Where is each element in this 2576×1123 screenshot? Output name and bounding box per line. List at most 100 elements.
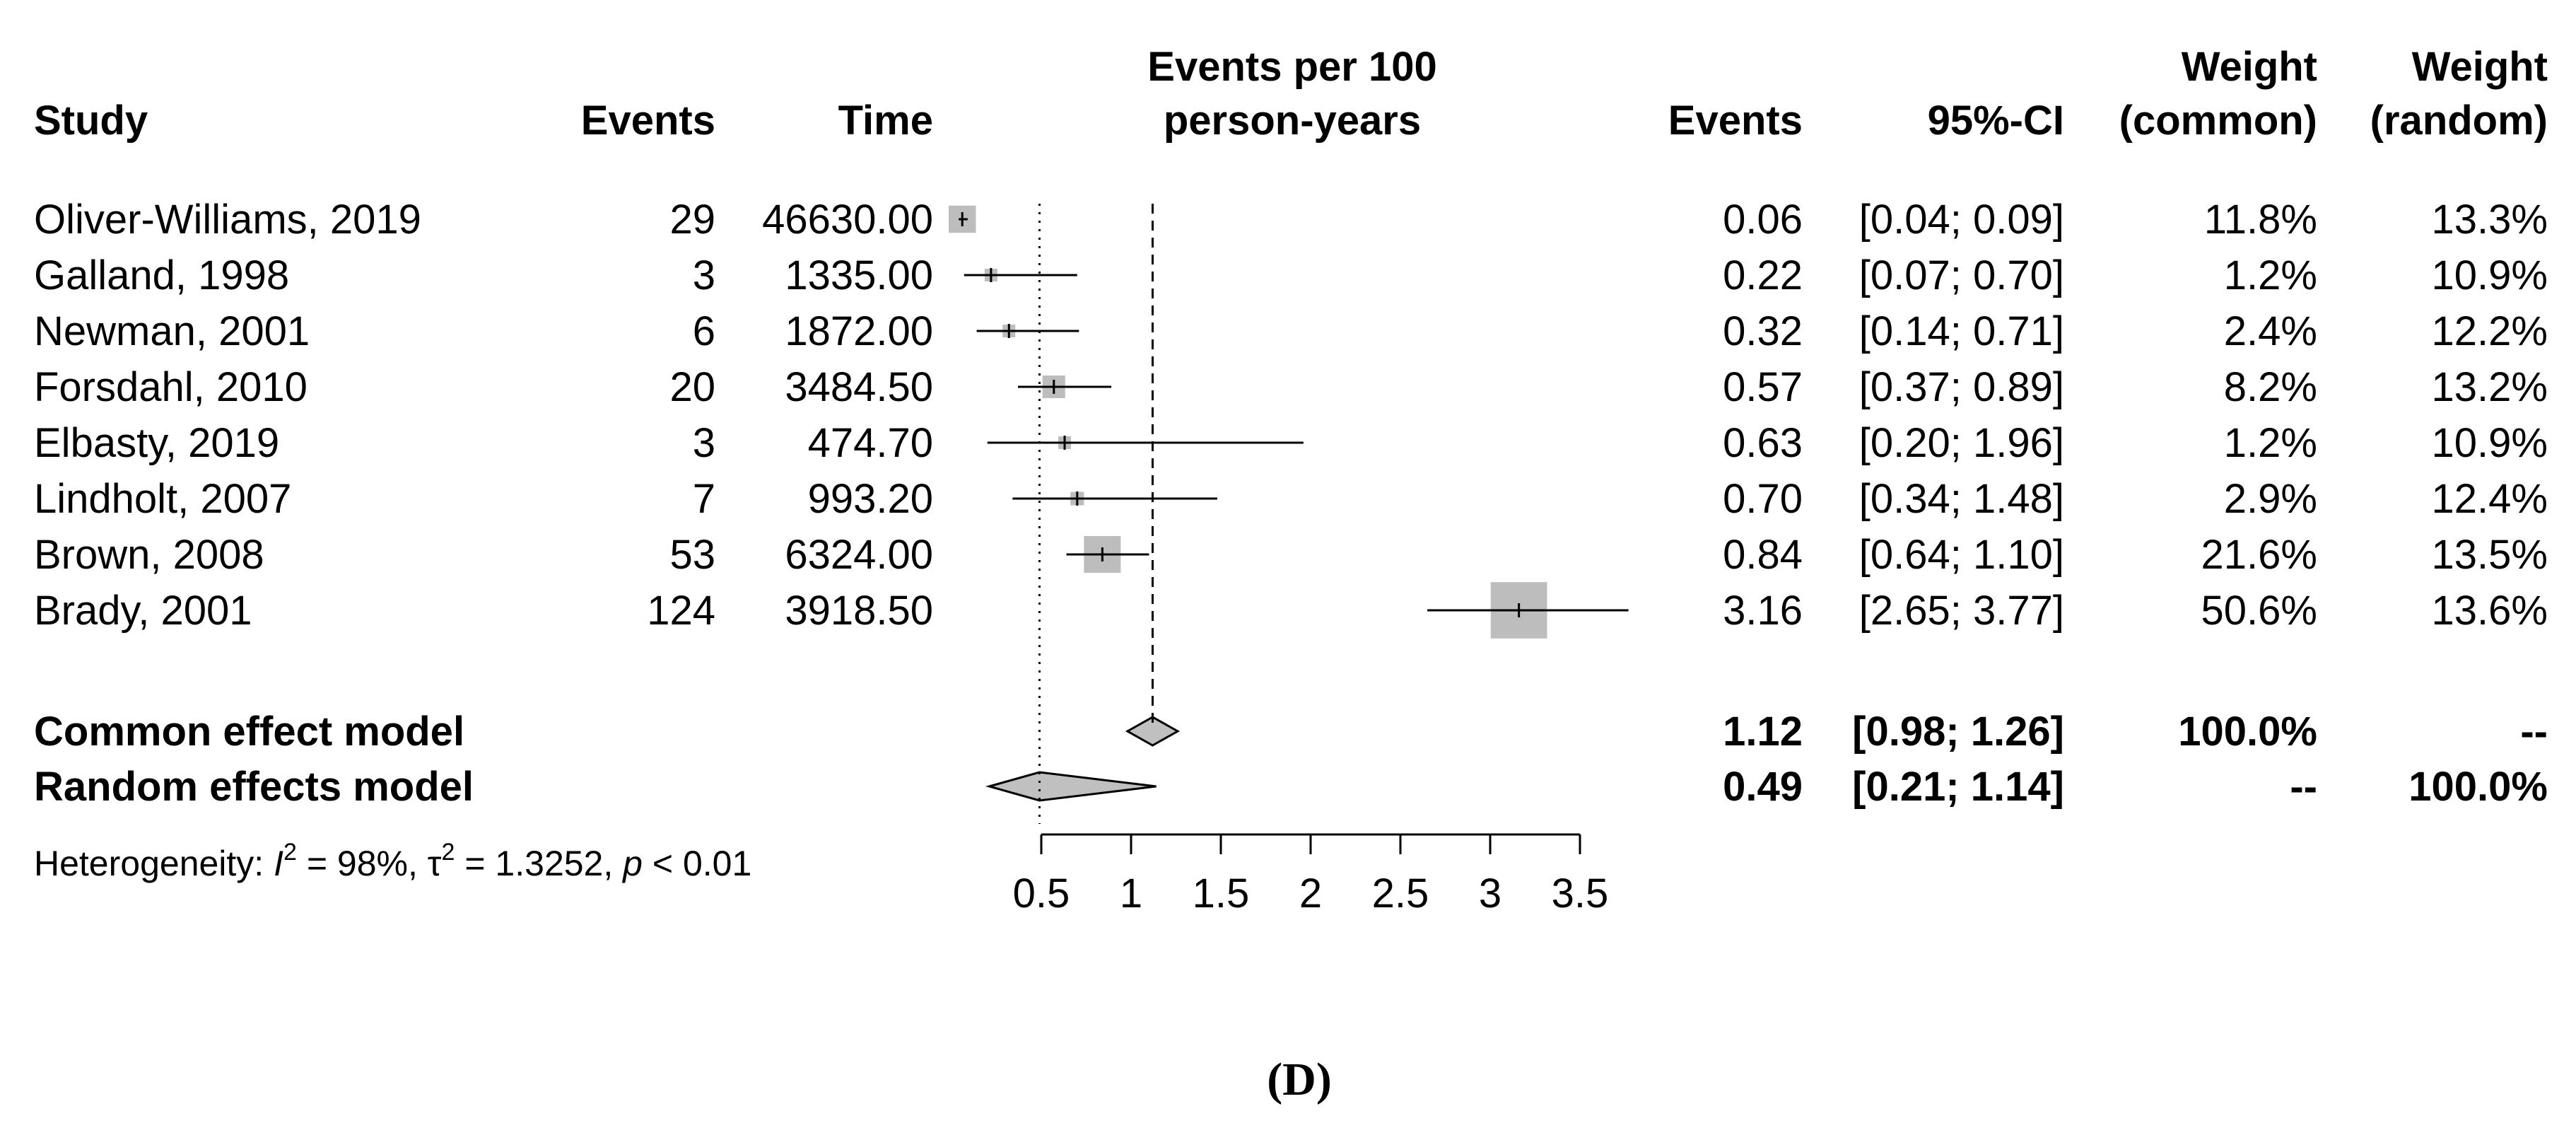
study-time: 46630.00	[762, 197, 933, 243]
study-effect: 0.63	[1723, 420, 1803, 466]
study-events: 29	[669, 197, 715, 243]
study-name: Galland, 1998	[34, 252, 289, 298]
study-effect: 0.84	[1723, 532, 1803, 578]
study-weight-random: 12.2%	[2432, 308, 2548, 354]
study-time: 1335.00	[785, 252, 933, 298]
x-axis: 0.5 1 1.5 2 2.5 3 3.5	[1013, 833, 1609, 917]
study-ci: [0.07; 0.70]	[1859, 252, 2064, 298]
study-ci: [0.34; 1.48]	[1859, 476, 2064, 522]
study-mark	[1012, 491, 1217, 506]
study-weight-common: 8.2%	[2224, 364, 2317, 410]
study-time: 1872.00	[785, 308, 933, 354]
study-mark	[949, 205, 976, 233]
summary-label: Random effects model	[34, 764, 474, 810]
header-time: Time	[838, 98, 933, 144]
study-weight-random: 10.9%	[2432, 252, 2548, 298]
study-time: 3484.50	[785, 364, 933, 410]
study-effect: 0.70	[1723, 476, 1803, 522]
axis-tick-label: 3	[1479, 871, 1501, 917]
header-plot-title-line2: person-years	[1164, 98, 1421, 144]
header-weight-random-line2: (random)	[2370, 98, 2548, 144]
axis-tick-label: 1.5	[1193, 871, 1250, 917]
summary-weight-common: --	[2290, 764, 2317, 810]
summary-ci: [0.98; 1.26]	[1852, 709, 2064, 755]
rows-group: Oliver-Williams, 2019 29 46630.00 0.06 [0.04…	[34, 197, 2548, 810]
summary-weight-common: 100.0%	[2178, 709, 2317, 755]
study-effect: 0.32	[1723, 308, 1803, 354]
study-name: Forsdahl, 2010	[34, 364, 308, 410]
study-mark	[1017, 375, 1112, 399]
summary-effect: 0.49	[1723, 764, 1803, 810]
axis-tick-label: 3.5	[1552, 871, 1609, 917]
study-ci: [0.04; 0.09]	[1859, 197, 2064, 243]
study-ci: [2.65; 3.77]	[1859, 588, 2064, 634]
summary-label: Common effect model	[34, 709, 464, 755]
study-events: 53	[669, 532, 715, 578]
study-name: Elbasty, 2019	[34, 420, 279, 466]
study-weight-common: 2.4%	[2224, 308, 2317, 354]
header-study: Study	[34, 98, 148, 144]
study-time: 6324.00	[785, 532, 933, 578]
study-events: 3	[693, 420, 715, 466]
axis-tick-label: 0.5	[1013, 871, 1070, 917]
summary-diamond	[1125, 716, 1181, 747]
study-events: 7	[693, 476, 715, 522]
study-weight-common: 11.8%	[2204, 197, 2317, 243]
summary-weight-random: 100.0%	[2408, 764, 2548, 810]
summary-effect: 1.12	[1723, 709, 1803, 755]
study-effect: 0.22	[1723, 252, 1803, 298]
summary-diamond	[985, 771, 1157, 802]
axis-tick-label: 1	[1120, 871, 1142, 917]
study-name: Lindholt, 2007	[34, 476, 291, 522]
study-weight-common: 1.2%	[2224, 252, 2317, 298]
study-effect: 0.06	[1723, 197, 1803, 243]
study-weight-random: 13.5%	[2432, 532, 2548, 578]
heterogeneity-text: Heterogeneity: I2 = 98%, τ2 = 1.3252, p …	[34, 839, 751, 883]
study-mark	[976, 324, 1079, 338]
study-weight-common: 2.9%	[2224, 476, 2317, 522]
study-events: 20	[669, 364, 715, 410]
header-events: Events	[581, 98, 715, 144]
header-weight-common-line1: Weight	[2182, 44, 2317, 90]
axis-tick-label: 2	[1299, 871, 1322, 917]
study-weight-common: 1.2%	[2224, 420, 2317, 466]
study-effect: 3.16	[1723, 588, 1803, 634]
study-mark	[964, 268, 1077, 282]
study-name: Brown, 2008	[34, 532, 264, 578]
study-weight-random: 12.4%	[2432, 476, 2548, 522]
axis-tick-label: 2.5	[1372, 871, 1429, 917]
study-name: Brady, 2001	[34, 588, 252, 634]
study-mark	[1427, 582, 1629, 639]
header-effect: Events	[1668, 98, 1803, 144]
study-effect: 0.57	[1723, 364, 1803, 410]
study-name: Oliver-Williams, 2019	[34, 197, 421, 243]
summary-weight-random: --	[2520, 709, 2548, 755]
study-ci: [0.14; 0.71]	[1859, 308, 2064, 354]
figure-caption: (D)	[1267, 1054, 1332, 1105]
study-time: 993.20	[808, 476, 933, 522]
header-weight-common-line2: (common)	[2119, 98, 2317, 144]
study-weight-random: 13.6%	[2432, 588, 2548, 634]
study-mark	[1066, 535, 1149, 574]
study-weight-common: 21.6%	[2201, 532, 2317, 578]
study-time: 474.70	[808, 420, 933, 466]
header-plot-title-line1: Events per 100	[1147, 44, 1436, 90]
study-ci: [0.20; 1.96]	[1859, 420, 2064, 466]
study-ci: [0.64; 1.10]	[1859, 532, 2064, 578]
study-weight-random: 13.2%	[2432, 364, 2548, 410]
study-mark	[987, 436, 1304, 450]
study-name: Newman, 2001	[34, 308, 310, 354]
marks-group	[949, 204, 1629, 824]
summary-ci: [0.21; 1.14]	[1852, 764, 2064, 810]
study-ci: [0.37; 0.89]	[1859, 364, 2064, 410]
study-events: 6	[693, 308, 715, 354]
header-weight-random-line1: Weight	[2412, 44, 2548, 90]
study-weight-common: 50.6%	[2201, 588, 2317, 634]
study-weight-random: 13.3%	[2432, 197, 2548, 243]
study-events: 3	[693, 252, 715, 298]
study-weight-random: 10.9%	[2432, 420, 2548, 466]
study-events: 124	[647, 588, 715, 634]
header-ci: 95%-CI	[1928, 98, 2064, 144]
study-time: 3918.50	[785, 588, 933, 634]
